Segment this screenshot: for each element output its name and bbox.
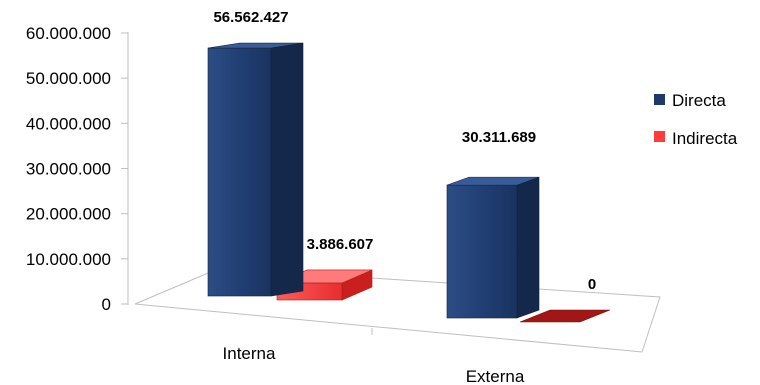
legend-swatch-indirecta [654, 131, 665, 142]
legend-swatch-directa [654, 94, 665, 105]
bar-indirecta-externa [519, 309, 611, 323]
x-tick-label-interna: Interna [223, 344, 276, 363]
y-tick-label: 50.000.000 [26, 69, 111, 88]
y-tick-label: 10.000.000 [26, 250, 111, 269]
legend-label-indirecta: Indirecta [672, 129, 738, 148]
data-labels: 0 30.311.689 3.886.607 56.562.427 [213, 9, 596, 293]
data-label-indirecta-externa: 0 [588, 276, 596, 293]
legend-label-directa: Directa [672, 91, 726, 110]
bars [207, 42, 611, 323]
x-tick-label-externa: Externa [466, 367, 525, 385]
data-label-indirecta-interna: 3.886.607 [307, 236, 374, 253]
y-tick-label: 30.000.000 [26, 160, 111, 179]
y-tick-label: 20.000.000 [26, 205, 111, 224]
data-label-directa-externa: 30.311.689 [462, 129, 536, 146]
legend: Directa Indirecta [654, 91, 738, 148]
y-tick-label: 40.000.000 [26, 114, 111, 133]
data-label-directa-interna: 56.562.427 [213, 9, 288, 26]
y-axis-ticks: 0 10.000.000 20.000.000 30.000.000 40.000.00… [26, 24, 128, 314]
y-tick-label: 60.000.000 [26, 24, 111, 43]
y-tick-label: 0 [102, 295, 111, 314]
bar-directa-interna [207, 42, 304, 297]
bar-directa-externa [446, 176, 540, 319]
